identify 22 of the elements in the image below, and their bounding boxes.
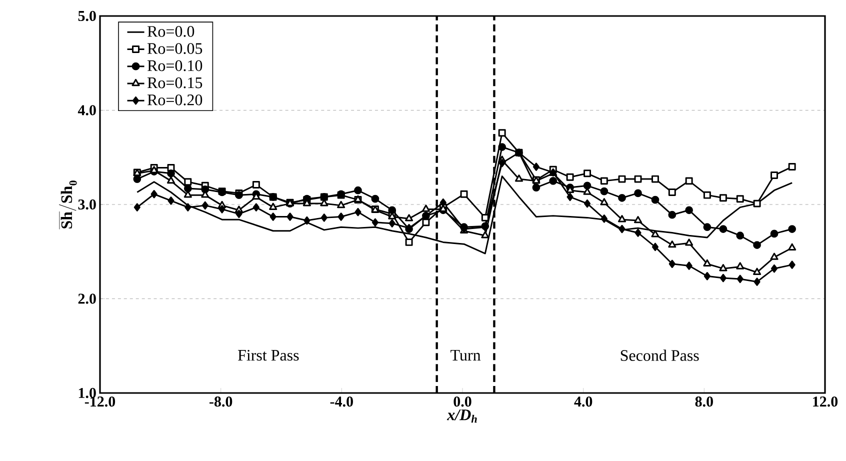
x-axis-title: x/D$_{h}$ [446,410,477,423]
x-tick-label: -4.0 [330,396,353,407]
legend-label: Ro=0.10 [147,60,202,72]
x-tick-label: -12.0 [84,396,116,407]
annotation: Second Pass [620,350,699,361]
x-tick-label: 12.0 [813,396,838,407]
y-tick-label: 4.0 [78,105,96,116]
annotation: Turn [450,350,481,361]
x-tick-label: 8.0 [695,396,713,407]
x-tick-label: 4.0 [574,396,592,407]
legend-label: Ro=0.15 [147,77,202,88]
legend-label: Ro=0.05 [147,43,202,54]
legend-label: Ro=0.20 [147,94,202,106]
annotation: First Pass [238,350,299,361]
y-tick-label: 3.0 [78,199,96,210]
y-tick-label: 5.0 [78,10,96,22]
legend-label: Ro=0.0 [147,26,194,37]
y-axis-title: $\overline{\mathbf{Sh}}\mathbf{/Sh}_{\mathbf{0}}$ [59,180,77,230]
y-tick-label: 2.0 [78,294,96,304]
x-tick-label: 0.0 [454,396,472,407]
x-tick-label: -8.0 [210,396,232,407]
y-tick-label: 1.0 [78,388,96,398]
